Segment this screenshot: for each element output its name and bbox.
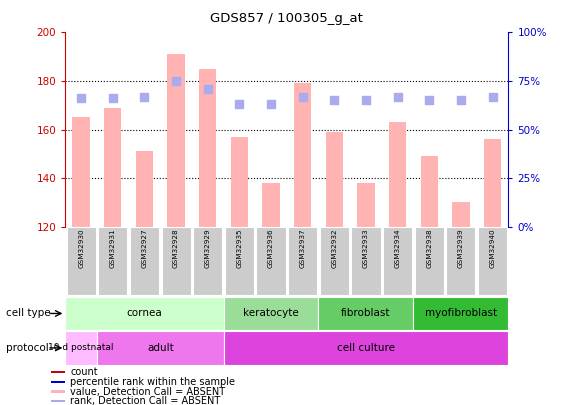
- Text: GSM32930: GSM32930: [78, 229, 84, 269]
- Text: adult: adult: [147, 343, 174, 353]
- Text: GSM32933: GSM32933: [363, 229, 369, 269]
- Point: [108, 95, 118, 102]
- Text: GSM32937: GSM32937: [300, 229, 306, 269]
- FancyBboxPatch shape: [66, 228, 95, 295]
- Bar: [420, 156, 438, 227]
- Text: percentile rank within the sample: percentile rank within the sample: [70, 377, 235, 387]
- Bar: [484, 139, 501, 227]
- FancyBboxPatch shape: [383, 228, 412, 295]
- Bar: [168, 54, 185, 227]
- Text: count: count: [70, 367, 98, 377]
- Point: [203, 85, 212, 92]
- Bar: [51, 381, 65, 383]
- Text: GSM32931: GSM32931: [110, 229, 116, 269]
- Point: [266, 101, 275, 108]
- Text: keratocyte: keratocyte: [243, 309, 299, 318]
- Text: cell culture: cell culture: [337, 343, 395, 353]
- Point: [488, 93, 497, 100]
- Point: [172, 78, 181, 84]
- Bar: [224, 331, 508, 364]
- Bar: [51, 390, 65, 392]
- FancyBboxPatch shape: [130, 228, 159, 295]
- Text: GSM32929: GSM32929: [204, 229, 211, 269]
- Bar: [231, 137, 248, 227]
- Bar: [452, 202, 470, 227]
- Point: [393, 93, 402, 100]
- FancyBboxPatch shape: [446, 228, 475, 295]
- Text: GSM32936: GSM32936: [268, 229, 274, 269]
- Bar: [325, 132, 343, 227]
- Bar: [136, 151, 153, 227]
- Text: GSM32938: GSM32938: [426, 229, 432, 269]
- Point: [361, 97, 370, 104]
- Text: rank, Detection Call = ABSENT: rank, Detection Call = ABSENT: [70, 396, 220, 405]
- Text: myofibroblast: myofibroblast: [425, 309, 497, 318]
- Bar: [65, 331, 97, 364]
- Bar: [414, 297, 508, 330]
- Bar: [65, 297, 224, 330]
- Text: GSM32928: GSM32928: [173, 229, 179, 269]
- Point: [425, 97, 434, 104]
- Text: GSM32927: GSM32927: [141, 229, 148, 269]
- Text: GSM32935: GSM32935: [236, 229, 243, 269]
- FancyBboxPatch shape: [288, 228, 317, 295]
- Text: cornea: cornea: [127, 309, 162, 318]
- Point: [77, 95, 86, 102]
- Bar: [51, 371, 65, 373]
- Text: 10 d postnatal: 10 d postnatal: [48, 343, 114, 352]
- FancyBboxPatch shape: [161, 228, 191, 295]
- Bar: [389, 122, 406, 227]
- Bar: [199, 69, 216, 227]
- FancyBboxPatch shape: [415, 228, 444, 295]
- Text: fibroblast: fibroblast: [341, 309, 391, 318]
- Point: [298, 93, 307, 100]
- FancyBboxPatch shape: [193, 228, 222, 295]
- Bar: [104, 108, 122, 227]
- FancyBboxPatch shape: [320, 228, 349, 295]
- Text: GSM32940: GSM32940: [490, 229, 495, 269]
- FancyBboxPatch shape: [257, 228, 286, 295]
- FancyBboxPatch shape: [98, 228, 127, 295]
- Bar: [97, 331, 224, 364]
- FancyBboxPatch shape: [225, 228, 254, 295]
- Bar: [357, 183, 375, 227]
- Point: [456, 97, 465, 104]
- Bar: [319, 297, 414, 330]
- FancyBboxPatch shape: [352, 228, 381, 295]
- Bar: [294, 83, 311, 227]
- Text: cell type: cell type: [6, 309, 51, 318]
- Text: GSM32939: GSM32939: [458, 229, 464, 269]
- Text: GDS857 / 100305_g_at: GDS857 / 100305_g_at: [210, 12, 364, 25]
- Text: protocol: protocol: [6, 343, 48, 353]
- Text: GSM32932: GSM32932: [331, 229, 337, 269]
- Bar: [73, 117, 90, 227]
- Bar: [262, 183, 279, 227]
- Text: value, Detection Call = ABSENT: value, Detection Call = ABSENT: [70, 386, 225, 396]
- Point: [235, 101, 244, 108]
- Point: [330, 97, 339, 104]
- Bar: [51, 400, 65, 402]
- FancyBboxPatch shape: [478, 228, 507, 295]
- Text: GSM32934: GSM32934: [395, 229, 400, 269]
- Point: [140, 93, 149, 100]
- Bar: [224, 297, 319, 330]
